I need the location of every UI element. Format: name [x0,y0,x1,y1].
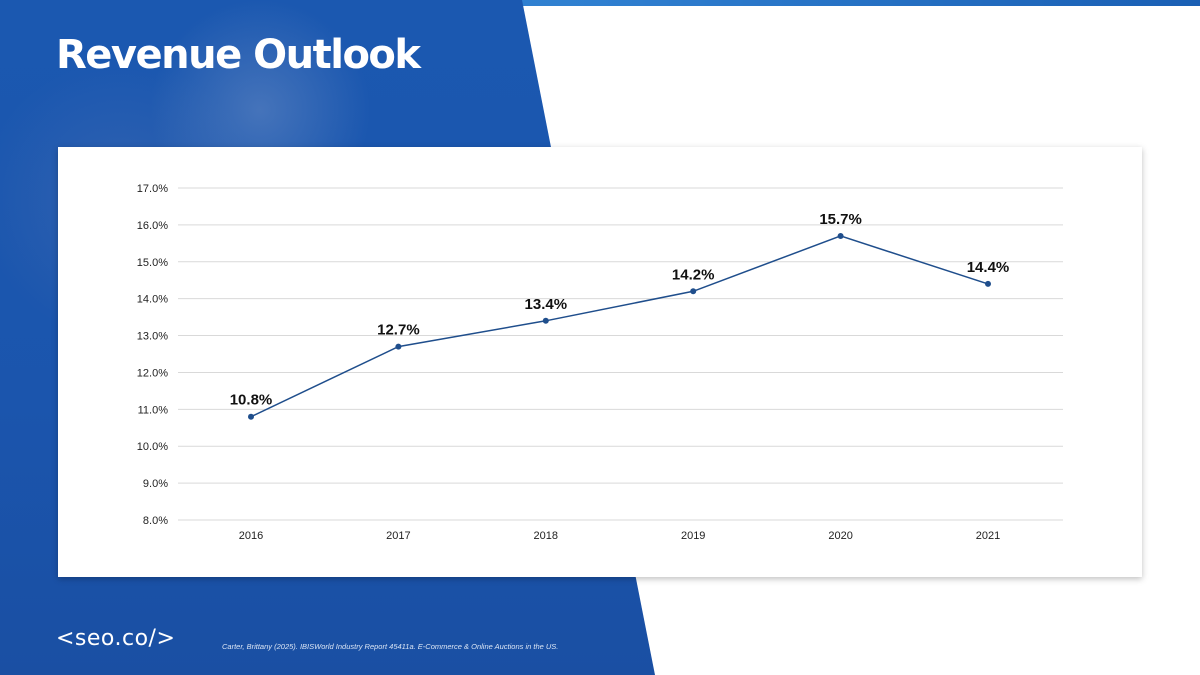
x-tick-label: 2018 [534,530,558,542]
data-point[interactable] [985,281,991,287]
y-tick-label: 11.0% [138,404,169,416]
source-citation: Carter, Brittany (2025). IBISWorld Indus… [222,642,558,651]
y-tick-label: 16.0% [137,220,168,232]
x-tick-label: 2020 [828,530,852,542]
x-tick-label: 2016 [239,530,263,542]
y-tick-label: 17.0% [137,183,168,195]
y-tick-label: 14.0% [137,294,168,306]
data-point[interactable] [838,233,844,239]
series-line [251,236,988,417]
brand-logo[interactable]: <seo.co/> [56,626,175,651]
data-label: 10.8% [230,392,273,409]
y-tick-label: 8.0% [143,515,168,527]
data-label: 13.4% [525,296,568,313]
line-chart: 8.0% 9.0% 10.0% 11.0% 12.0% 13.0% 14.0% 15.0% 16… [58,147,1142,577]
y-tick-label: 12.0% [137,367,168,379]
data-label: 14.2% [672,266,715,283]
y-tick-label: 13.0% [137,331,168,343]
x-tick-label: 2021 [976,530,1000,542]
y-tick-label: 9.0% [143,478,168,490]
data-point[interactable] [248,414,254,420]
data-label: 15.7% [819,211,862,228]
data-point[interactable] [690,288,696,294]
data-point[interactable] [395,344,401,350]
chart-card: 8.0% 9.0% 10.0% 11.0% 12.0% 13.0% 14.0% 15.0% 16… [58,147,1142,577]
page-title: Revenue Outlook [56,32,420,78]
data-label: 14.4% [967,259,1010,276]
y-tick-label: 10.0% [137,441,168,453]
data-label: 12.7% [377,322,420,339]
x-tick-label: 2017 [386,530,410,542]
data-point[interactable] [543,318,549,324]
y-tick-label: 15.0% [137,257,168,269]
x-tick-label: 2019 [681,530,705,542]
